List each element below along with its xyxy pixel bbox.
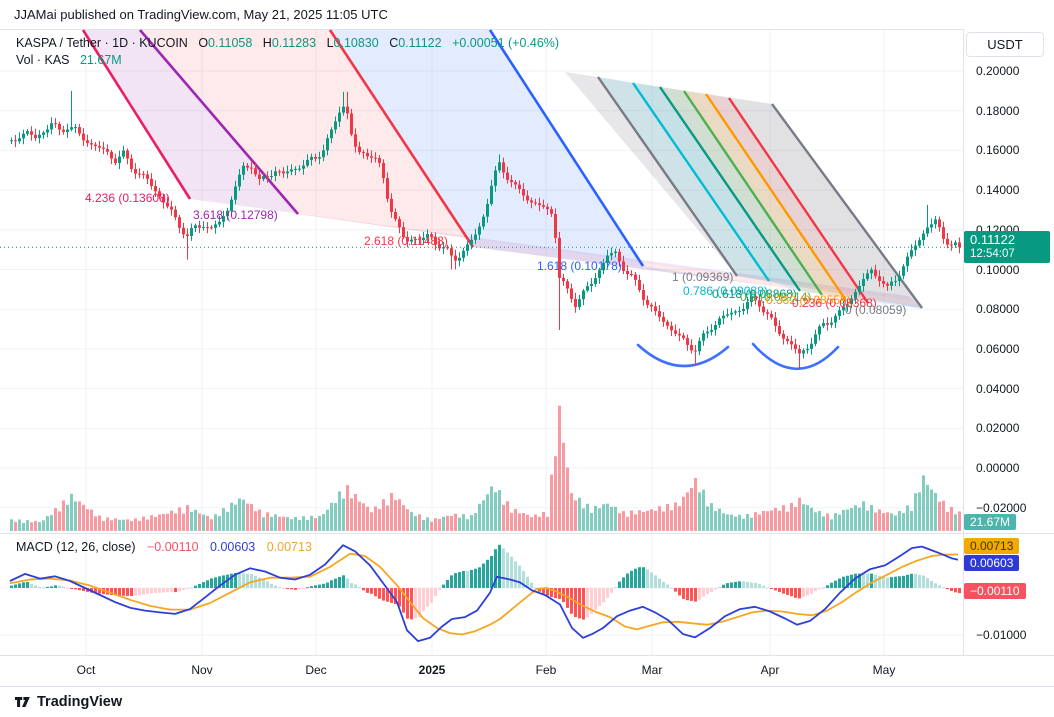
time-tick-label: Dec [305, 663, 327, 677]
price-tick-label: 0.18000 [976, 103, 1020, 118]
last-price-badge: 0.11122 12:54:07 [964, 231, 1050, 263]
price-tick-label: −0.02000 [976, 500, 1027, 515]
price-tick-label: 0.20000 [976, 64, 1020, 78]
price-tick-label: 0.00000 [976, 461, 1020, 475]
macd-signal-value: 0.00713 [266, 540, 312, 554]
pane-divider[interactable] [0, 533, 1054, 534]
macd-line-value: 0.00603 [210, 540, 256, 554]
macd-tick-label: −0.01000 [976, 628, 1027, 642]
time-tick-label: Apr [760, 663, 780, 677]
fib-level-label: 4.236 (0.13608) [85, 191, 170, 205]
symbol-legend[interactable]: KASPA / Tether · 1D · KUCOIN O0.11058 H0… [16, 36, 559, 50]
chart-canvas[interactable] [0, 29, 1054, 656]
symbol-title[interactable]: KASPA / Tether · 1D · KUCOIN [16, 36, 188, 50]
macd-signal-badge: 0.00713 [964, 538, 1020, 554]
macd-title: MACD [16, 540, 53, 554]
open-value: 0.11058 [208, 36, 253, 50]
macd-line-badge: 0.00603 [964, 555, 1020, 571]
currency-toggle-button[interactable]: USDT [966, 32, 1044, 57]
price-tick-label: 0.10000 [976, 262, 1020, 277]
tradingview-logo-icon [15, 697, 30, 707]
high-value: 0.11283 [271, 36, 317, 50]
close-label: C [389, 36, 399, 50]
publish-byline: JJAMai published on TradingView.com, May… [14, 7, 388, 22]
fib-level-label: 2.618 (0.11488) [364, 234, 448, 248]
fib-level-label: 3.618 (0.12798) [193, 208, 278, 222]
change-value: +0.00051 (+0.46%) [452, 36, 560, 50]
volume-badge: 21.67M [964, 514, 1017, 530]
price-tick-label: 0.08000 [976, 302, 1020, 317]
fib-level-label: 0 (0.08059) [845, 303, 907, 317]
price-tick-label: 0.04000 [976, 381, 1020, 396]
last-price-value: 0.11122 [970, 232, 1016, 247]
close-value: 0.11122 [398, 36, 442, 50]
tradingview-brand-text: TradingView [37, 693, 123, 710]
time-tick-label: May [872, 663, 896, 677]
macd-legend[interactable]: MACD (12, 26, close) −0.00110 0.00603 0.… [16, 540, 312, 554]
tradingview-brand[interactable]: TradingView [14, 693, 122, 710]
footer-bar: TradingView [0, 686, 1054, 717]
volume-legend[interactable]: Vol · KAS 21.67M [16, 53, 122, 67]
price-tick-label: 0.16000 [976, 143, 1020, 158]
time-axis[interactable]: Oct Nov Dec 2025 Feb Mar Apr May [0, 655, 1054, 687]
time-tick-label: Mar [641, 663, 663, 677]
volume-label: Vol · KAS [16, 53, 70, 67]
time-tick-label: 2025 [418, 663, 446, 677]
bar-countdown: 12:54:07 [970, 248, 1015, 260]
macd-hist-value: −0.00110 [147, 540, 199, 554]
macd-params: (12, 26, close) [56, 540, 136, 554]
price-tick-label: 0.02000 [976, 421, 1020, 436]
time-tick-label: Oct [76, 663, 96, 677]
low-label: L [326, 36, 334, 50]
open-label: O [198, 36, 209, 50]
fib-level-label: 1 (0.09369) [672, 270, 734, 284]
fib-level-label: 1.618 (0.10178) [537, 259, 622, 273]
price-tick-label: 0.14000 [976, 183, 1020, 198]
time-tick-label: Nov [191, 663, 213, 677]
time-tick-label: Feb [535, 663, 557, 677]
volume-value: 21.67M [79, 53, 122, 67]
low-value: 0.10830 [333, 36, 379, 50]
high-label: H [262, 36, 272, 50]
price-tick-label: 0.06000 [976, 341, 1020, 356]
macd-hist-badge: −0.00110 [964, 583, 1026, 599]
